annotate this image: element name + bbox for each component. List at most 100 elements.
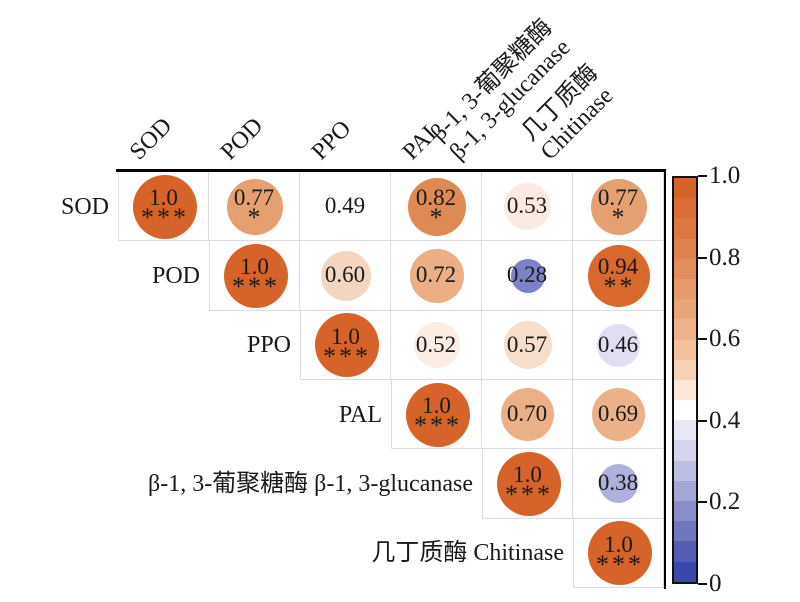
colorbar-tick-label: 0.2 [709,488,741,516]
significance-stars: *** [414,411,462,441]
correlation-value: 0.60 [324,262,366,288]
correlation-circle [496,451,561,516]
matrix-cell: 1.0 *** [573,518,664,588]
correlation-value: 0.52 [415,331,457,357]
correlation-circle [504,183,551,231]
colorbar-step [674,379,696,401]
correlation-value: 1.0 [422,393,451,419]
colorbar-step [674,420,696,441]
correlation-circle [323,184,368,230]
matrix-cell: 0.77 * [573,172,664,242]
significance-stars: * [611,203,628,233]
correlation-circle [320,250,371,301]
column-header-line: SOD [124,112,177,166]
row-label: POD [151,262,200,289]
significance-stars: *** [141,203,189,233]
correlation-circle [223,243,288,308]
colorbar-step [674,299,696,320]
matrix-top-axis-line [116,169,666,172]
correlation-value: 0.77 [233,185,275,211]
correlation-circle [413,322,460,369]
significance-stars: ** [603,272,636,302]
matrix-cell: 0.49 [300,172,391,242]
matrix-cell: 1.0 *** [482,449,573,519]
correlation-value: 1.0 [149,185,178,211]
matrix-cell: 0.57 [482,310,573,380]
colorbar-step [674,178,696,199]
correlation-value: 1.0 [604,531,633,557]
significance-stars: * [429,203,446,233]
correlation-value: 0.38 [597,470,639,496]
row-label: 几丁质酶 Chitinase [371,540,564,567]
colorbar-tick-mark [698,583,707,585]
column-header: SOD [124,113,177,166]
colorbar-step [674,541,696,562]
matrix-cell: 1.0 *** [209,241,300,311]
correlation-circle [592,388,645,442]
matrix-cell: 0.38 [573,449,664,519]
correlation-value: 0.69 [597,401,639,427]
colorbar-tick-mark [698,256,707,259]
colorbar-step [674,400,696,421]
correlation-circle [503,321,552,370]
colorbar-step [674,460,696,481]
correlation-circle [501,388,554,442]
column-header: PPO [306,116,356,166]
colorbar-step [674,440,696,461]
correlation-circle [409,248,464,303]
correlation-circle [226,178,283,235]
correlation-circle [597,323,640,367]
matrix-cell: 0.70 [482,379,573,450]
correlation-circle [407,177,466,236]
matrix-cell: 1.0 *** [391,379,482,450]
matrix-cell: 0.69 [573,379,664,450]
correlation-circle [405,382,470,447]
colorbar-step [674,359,696,380]
significance-stars: *** [323,341,371,371]
matrix-cell: 0.52 [391,310,482,380]
correlation-value: 1.0 [240,254,269,280]
colorbar-tick-mark [698,338,707,341]
correlation-value: 0.28 [506,262,548,288]
matrix-cell: 0.60 [300,241,391,311]
colorbar-step [674,480,696,501]
correlation-value: 0.46 [597,331,639,357]
correlation-value: 0.49 [324,193,366,219]
significance-stars: *** [596,549,644,579]
correlation-value: 1.0 [513,462,542,488]
colorbar-tick-mark [698,501,707,504]
correlation-circle [314,313,379,378]
column-header-line: PPO [306,115,356,166]
colorbar-tick-label: 0.6 [709,325,741,353]
column-header-line: POD [215,112,268,166]
colorbar-tick-label: 0 [709,570,722,597]
colorbar-step [674,238,696,259]
colorbar-step [674,218,696,239]
significance-stars: *** [232,272,280,302]
correlation-circle [510,258,545,293]
matrix-cell: 0.72 [391,241,482,311]
correlation-value: 0.70 [506,401,548,427]
colorbar-step [674,561,696,582]
colorbar-step [674,278,696,300]
correlation-value: 0.82 [415,185,457,211]
correlation-circle [587,244,650,307]
correlation-value: 0.77 [597,185,639,211]
correlation-circle [599,464,638,504]
row-label: PPO [246,332,291,359]
column-header: POD [215,113,268,166]
matrix-cell: 1.0 *** [300,310,391,380]
correlation-value: 0.53 [506,193,548,219]
matrix-cell: 1.0 *** [118,172,209,242]
significance-stars: * [247,203,264,233]
colorbar-step [674,198,696,219]
colorbar-step [674,258,696,279]
matrix-cell: 0.46 [573,310,664,380]
colorbar-tick-mark [698,419,707,422]
colorbar-step [674,521,696,542]
matrix-cell: 0.53 [482,172,573,242]
matrix-right-axis-line [664,169,666,589]
row-label: PAL [338,401,382,428]
correlation-value: 0.57 [506,331,548,357]
